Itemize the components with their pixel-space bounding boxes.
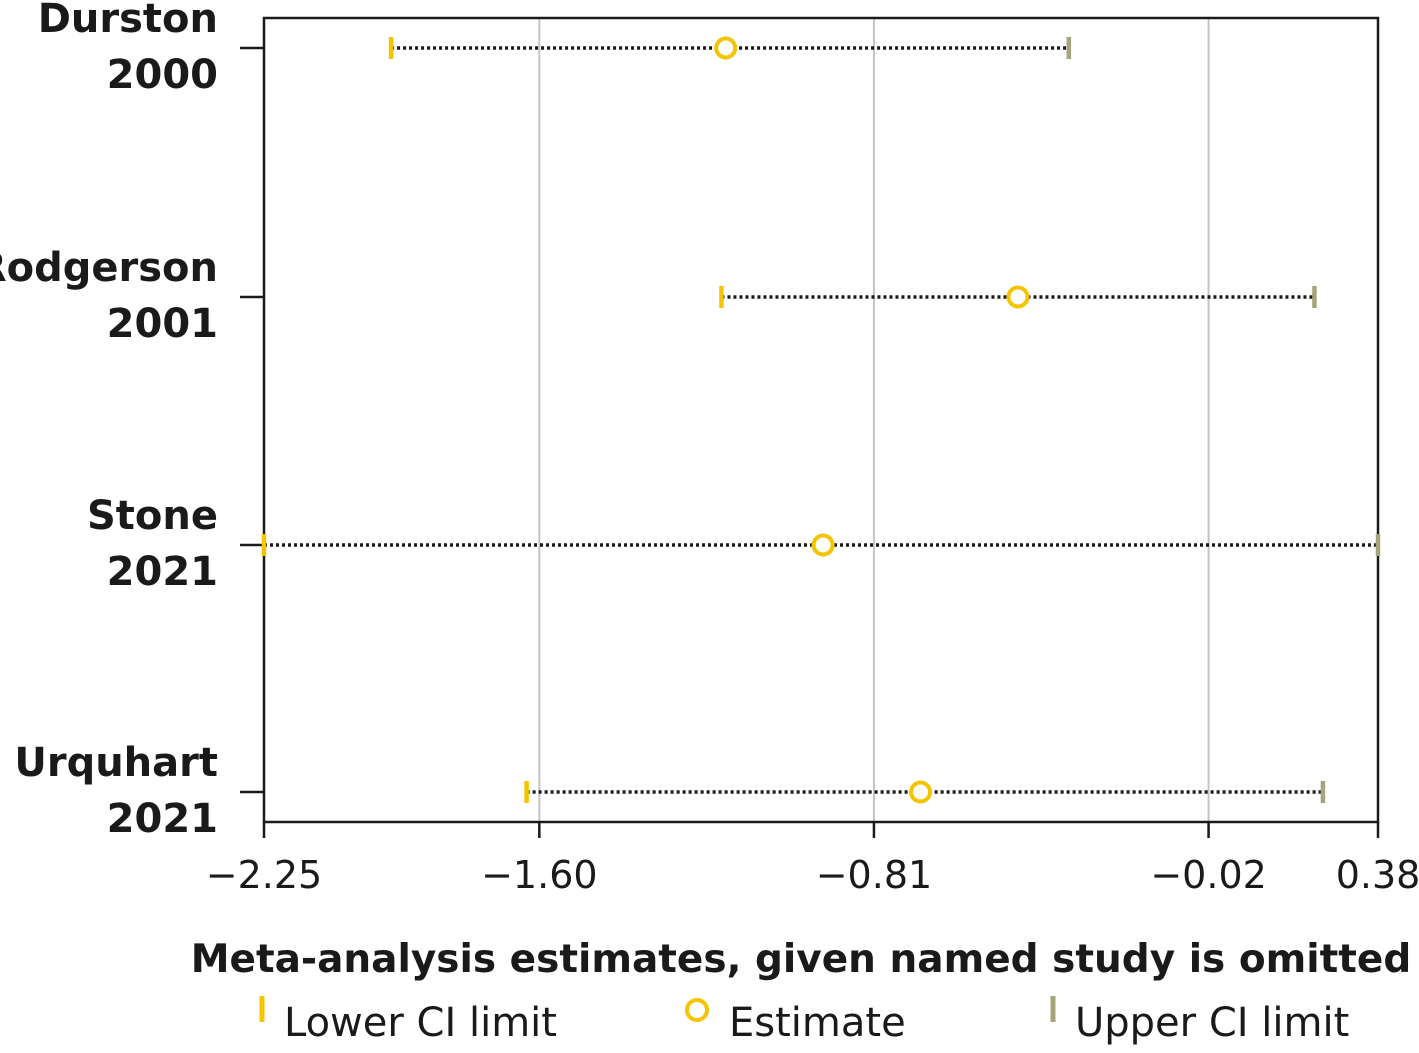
study-year-3: 2021 (107, 796, 218, 842)
legend: Lower CI limit Estimate Upper CI limit (259, 996, 1349, 1046)
legend-estimate-label: Estimate (729, 1000, 906, 1046)
estimate-marker-0 (714, 36, 738, 60)
legend-upper-label: Upper CI limit (1075, 1000, 1349, 1046)
estimate-marker-1 (1006, 285, 1030, 309)
x-tick-label-3: −0.02 (1150, 853, 1266, 897)
x-axis-title: Meta-analysis estimates, given named stu… (191, 937, 1412, 982)
study-name-2: Stone (87, 493, 218, 539)
x-tick-label-2: −0.81 (816, 853, 932, 897)
study-name-1: Rodgerson (0, 245, 218, 291)
study-labels: Durston 2000 Rodgerson 2001 Stone 2021 Urquhar… (0, 0, 218, 842)
study-year-0: 2000 (107, 52, 218, 98)
x-tick-label-1: −1.60 (481, 853, 597, 897)
x-tick-label-0: −2.25 (206, 853, 322, 897)
x-tick-label-4: 0.38 (1336, 853, 1419, 897)
estimate-marker-2 (811, 533, 835, 557)
legend-lower-label: Lower CI limit (284, 1000, 557, 1046)
study-name-0: Durston (38, 0, 218, 42)
study-year-1: 2001 (107, 301, 218, 347)
axes (262, 16, 1380, 824)
axis-ticks: −2.25 −1.60 −0.81 −0.02 0.38 (206, 46, 1419, 897)
grid-lines (538, 18, 1210, 822)
estimate-marker-3 (909, 780, 933, 804)
study-rows (261, 36, 1381, 804)
legend-estimate-symbol (685, 998, 709, 1022)
study-year-2: 2021 (107, 549, 218, 595)
study-name-3: Urquhart (14, 740, 218, 786)
plot-frame (262, 16, 1380, 824)
